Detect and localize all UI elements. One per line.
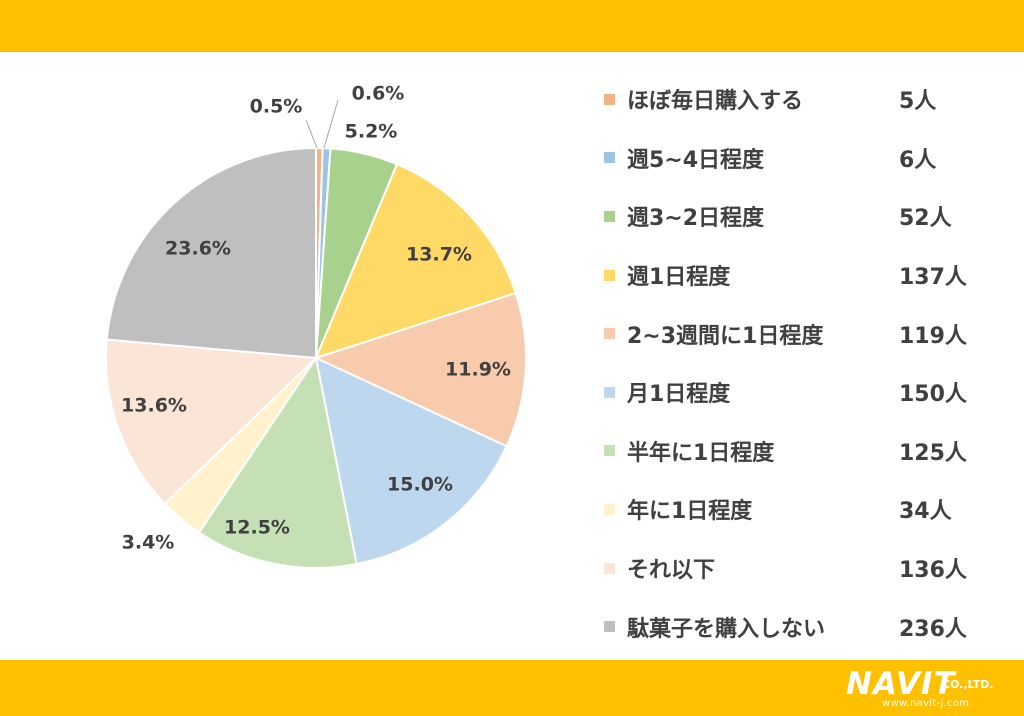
legend-count: 137人 [899,265,967,291]
legend-label: 週1日程度 [627,265,731,291]
legend-label: 半年に1日程度 [627,440,775,466]
legend-count: 119人 [899,323,967,349]
slice-data-label-4: 13.7% [406,244,472,266]
legend-count: 5人 [899,89,937,115]
slice-data-label-2: 0.6% [352,83,405,105]
legend-item-5: 2~3週間に1日程度 119人 [604,304,1004,363]
slice-data-label-5: 11.9% [445,359,511,381]
legend-swatch [604,386,615,398]
legend-count: 125人 [899,440,967,466]
slice-data-label-7: 12.5% [224,517,290,539]
legend-count: 34人 [899,499,952,525]
leader-line-1 [305,119,318,149]
legend-item-6: 月1日程度 150人 [604,363,1004,422]
legend-item-3: 週3~2日程度 52人 [604,187,1004,246]
chart-legend: ほぼ毎日購入する 5人週5~4日程度 6人週3~2日程度 52人週1日程度 137人 2~… [604,70,1004,656]
legend-label: 週3~2日程度 [627,206,765,232]
slice-data-label-9: 13.6% [121,395,187,417]
legend-item-10: 駄菓子を購入しない 236人 [604,597,1004,656]
legend-swatch [604,93,615,105]
legend-swatch [604,503,615,515]
pie-slice-9 [105,338,319,506]
bottom-banner [0,660,1024,716]
pie-slice-10 [105,146,317,360]
slice-data-label-3: 5.2% [345,121,398,143]
pie-slice-7 [197,355,358,569]
legend-item-4: 週1日程度 137人 [604,246,1004,305]
legend-swatch [604,445,615,457]
legend-count: 136人 [899,558,967,584]
logo-main-text: NAVIT [846,666,956,702]
legend-count: 236人 [899,616,967,642]
legend-count: 52人 [899,206,952,232]
legend-swatch [604,621,615,633]
slice-data-label-1: 0.5% [250,96,303,118]
legend-item-2: 週5~4日程度 6人 [604,129,1004,188]
legend-swatch [604,269,615,281]
logo-url-text: www.navit-j.com [882,698,970,709]
legend-swatch [604,328,615,340]
legend-count: 6人 [899,147,937,173]
pie-slice-5 [313,291,527,448]
slice-data-label-6: 15.0% [387,474,453,496]
pie-slice-6 [314,356,508,566]
top-banner [0,0,1024,52]
legend-label: それ以下 [627,558,716,584]
logo-suffix-text: CO.,LTD. [942,678,994,691]
legend-item-9: それ以下 136人 [604,539,1004,598]
legend-label: ほぼ毎日購入する [627,89,804,115]
slice-data-label-10: 23.6% [165,238,231,260]
legend-label: 年に1日程度 [627,499,753,525]
legend-item-1: ほぼ毎日購入する 5人 [604,70,1004,129]
legend-label: 週5~4日程度 [627,147,765,173]
legend-item-8: 年に1日程度 34人 [604,480,1004,539]
pie-slice-4 [314,162,517,360]
legend-label: 月1日程度 [627,382,731,408]
legend-count: 150人 [899,382,967,408]
legend-item-7: 半年に1日程度 125人 [604,422,1004,481]
pie-chart: 0.5% 0.6% 5.2% 13.7% 11.9% 15.0% 12.5% 3.4% 13.6… [105,83,527,569]
company-logo: NAVIT CO.,LTD. www.navit-j.com [846,664,1016,712]
legend-label: 駄菓子を購入しない [627,616,826,642]
leader-line-2 [323,99,339,149]
legend-swatch [604,152,615,164]
legend-swatch [604,210,615,222]
legend-label: 2~3週間に1日程度 [627,323,824,349]
legend-swatch [604,562,615,574]
slice-data-label-8: 3.4% [122,532,175,554]
